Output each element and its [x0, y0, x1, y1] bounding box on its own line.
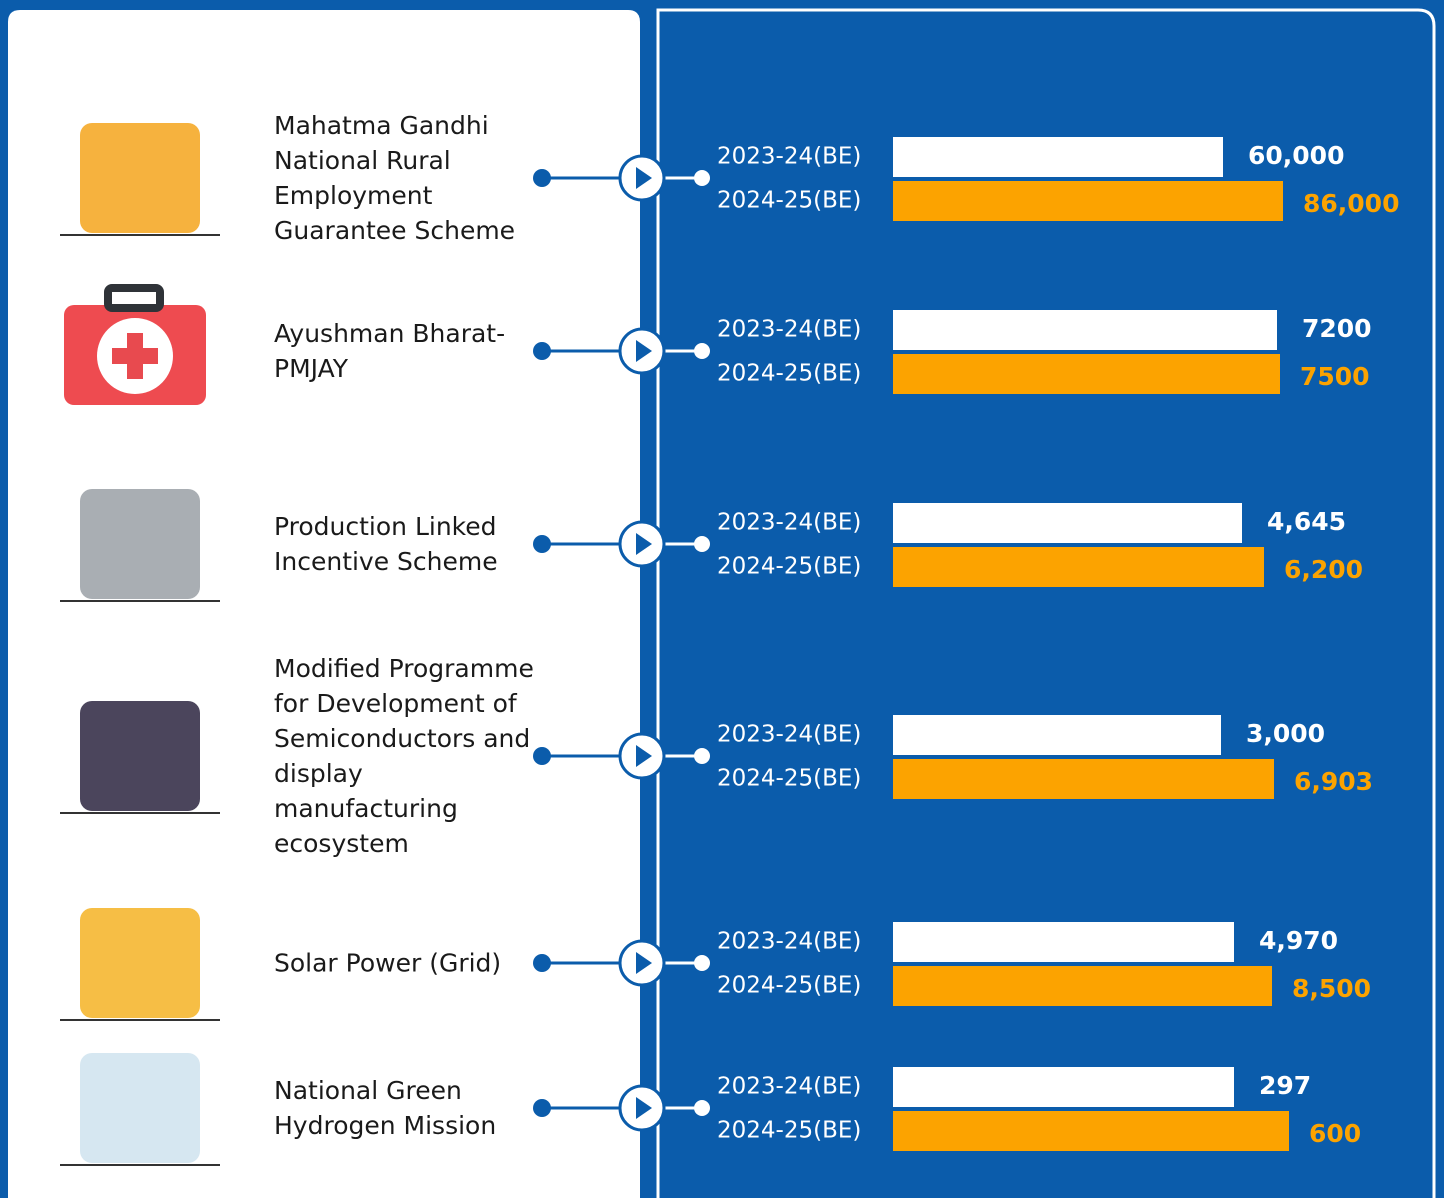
bar — [893, 1067, 1234, 1107]
bar — [893, 354, 1280, 394]
value-label: 86,000 — [1303, 189, 1399, 218]
year-label: 2023-24(BE) — [717, 1074, 861, 1100]
bar — [893, 547, 1264, 587]
bar — [893, 503, 1242, 543]
value-label: 60,000 — [1248, 141, 1344, 170]
year-label: 2023-24(BE) — [717, 144, 861, 170]
bar — [893, 310, 1277, 350]
scheme-name: Solar Power (Grid) — [274, 946, 542, 981]
year-label: 2024-25(BE) — [717, 188, 861, 214]
year-label: 2023-24(BE) — [717, 510, 861, 536]
bar — [893, 715, 1221, 755]
value-label: 7500 — [1300, 362, 1370, 391]
year-label: 2023-24(BE) — [717, 929, 861, 955]
value-label: 6,200 — [1284, 555, 1363, 584]
connector-dot — [694, 536, 710, 552]
year-label: 2024-25(BE) — [717, 766, 861, 792]
infographic: 2023-24(BE) 60,000 2024-25(BE) 86,000 2023-2… — [0, 0, 1444, 1198]
bar — [893, 966, 1272, 1006]
value-label: 4,970 — [1259, 926, 1338, 955]
icon — [80, 701, 200, 811]
scheme-name: Ayushman Bharat-PMJAY — [274, 316, 542, 386]
scheme-name: Mahatma Gandhi National Rural Employment… — [274, 108, 542, 248]
year-label: 2023-24(BE) — [717, 722, 861, 748]
icon — [80, 489, 200, 599]
connector-dot — [694, 170, 710, 186]
bar — [893, 922, 1234, 962]
bar — [893, 137, 1223, 177]
icon — [80, 123, 200, 233]
bar — [893, 181, 1283, 221]
icon — [80, 1053, 200, 1163]
scheme-name: Production Linked Incentive Scheme — [274, 509, 542, 579]
year-label: 2024-25(BE) — [717, 1118, 861, 1144]
year-label: 2024-25(BE) — [717, 973, 861, 999]
connector-dot — [694, 1100, 710, 1116]
year-label: 2023-24(BE) — [717, 317, 861, 343]
value-label: 600 — [1309, 1119, 1361, 1148]
icon — [80, 908, 200, 1018]
page: 2023-24(BE) 60,000 2024-25(BE) 86,000 2023-2… — [0, 0, 1444, 1198]
year-label: 2024-25(BE) — [717, 554, 861, 580]
connector-dot — [694, 748, 710, 764]
connector-dot — [694, 955, 710, 971]
value-label: 4,645 — [1267, 507, 1346, 536]
value-label: 297 — [1259, 1071, 1311, 1100]
bar — [893, 759, 1274, 799]
value-label: 6,903 — [1294, 767, 1373, 796]
connector-dot — [694, 343, 710, 359]
value-label: 3,000 — [1246, 719, 1325, 748]
year-label: 2024-25(BE) — [717, 361, 861, 387]
value-label: 8,500 — [1292, 974, 1371, 1003]
bar — [893, 1111, 1289, 1151]
scheme-name: Modified Programme for Development of Se… — [274, 651, 542, 861]
scheme-name: National Green Hydrogen Mission — [274, 1073, 542, 1143]
value-label: 7200 — [1302, 314, 1372, 343]
